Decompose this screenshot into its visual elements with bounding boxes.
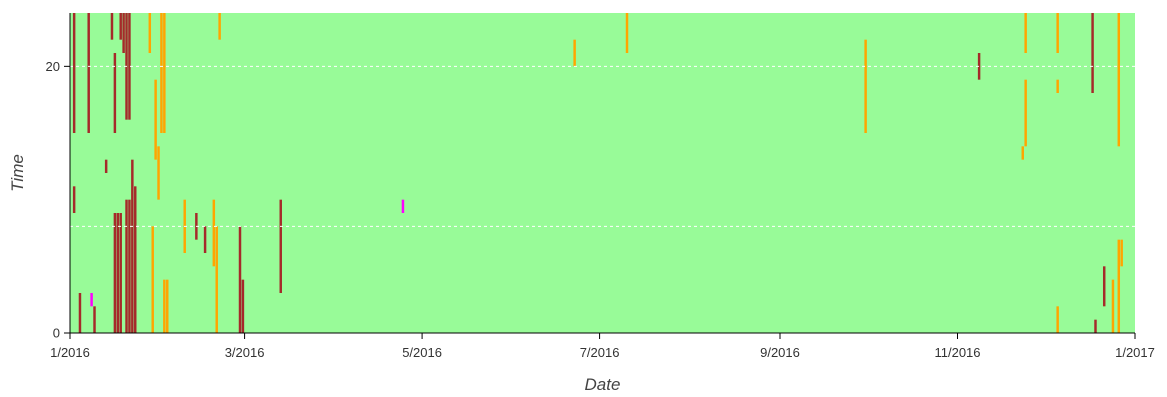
heatmap-cell-error (93, 306, 96, 333)
heatmap-cell-error (78, 293, 82, 333)
heatmap-cell-error (1094, 319, 1097, 333)
heatmap-cell-warning (1056, 79, 1059, 93)
y-axis-title: Time (8, 154, 27, 192)
heatmap-cell-error (104, 159, 108, 173)
heatmap-cell-warning (212, 199, 216, 267)
heatmap-cell-error (119, 213, 122, 333)
x-axis-title: Date (585, 375, 621, 394)
x-tick-label: 11/2016 (934, 345, 980, 360)
x-tick-label: 1/2016 (50, 345, 90, 360)
heatmap-cell-error (119, 13, 122, 40)
heatmap-cell-special (401, 199, 405, 213)
heatmap-cell-error (203, 226, 207, 253)
heatmap-cell-warning (218, 13, 221, 40)
heatmap-cell-error (241, 279, 245, 333)
x-axis-ticks: 1/2016 3/2016 5/2016 7/2016 9/2016 11/2016 1/2… (50, 333, 1155, 360)
heatmap-cell-warning (1117, 13, 1121, 147)
x-tick-label: 9/2016 (760, 345, 800, 360)
heatmap-cell-warning (1024, 13, 1027, 53)
heatmap-cell-error (122, 13, 125, 53)
heatmap-cell-warning (1056, 306, 1059, 333)
heatmap-cell-warning (160, 13, 163, 133)
plot-area (70, 13, 1135, 333)
heatmap-cell-warning (215, 226, 218, 333)
heatmap-cell-warning (166, 279, 169, 333)
y-axis-ticks: 0 20 (46, 59, 70, 341)
heatmap-cell-error (72, 186, 76, 213)
x-tick-label: 5/2016 (402, 345, 442, 360)
heatmap-cell-error (128, 199, 131, 333)
heatmap-cell-warning (1111, 279, 1115, 333)
heatmap-cell-error (87, 13, 90, 133)
heatmap-cell-warning (573, 39, 576, 67)
heatmap-cell-error (1102, 266, 1106, 307)
heatmap-cell-warning (1056, 13, 1059, 53)
heatmap-cell-warning (157, 146, 160, 200)
heatmap-cell-error (110, 13, 114, 40)
y-tick-label: 0 (53, 326, 60, 341)
heatmap-cell-warning (1021, 146, 1024, 160)
heatmap-cell-error (134, 186, 137, 333)
y-tick-label: 20 (46, 59, 60, 74)
heatmap-cell-warning (864, 39, 867, 133)
heatmap-background (70, 13, 1135, 333)
heatmap-cell-error (116, 213, 120, 333)
heatmap-cell-warning (1024, 79, 1027, 147)
heatmap-cell-error (128, 13, 131, 120)
heatmap-cell-error (72, 13, 76, 133)
heatmap-cell-warning (148, 13, 152, 53)
heatmap-cell-error (1091, 13, 1094, 93)
heatmap-cell-warning (625, 13, 629, 53)
heatmap-cell-warning (163, 279, 166, 333)
heatmap-cell-error (977, 53, 981, 80)
heatmap-cell-warning (163, 13, 166, 133)
heatmap-cell-warning (154, 79, 157, 160)
heatmap-cell-error (125, 199, 128, 333)
heatmap-cell-error (113, 213, 117, 333)
heatmap-cell-error (279, 199, 282, 293)
heatmap-cell-error (113, 53, 117, 133)
x-tick-label: 1/2017 (1115, 345, 1155, 360)
heatmap-cell-special (90, 293, 93, 307)
heatmap-cell-warning (1120, 239, 1123, 267)
heatmap-cell-warning (151, 226, 154, 333)
x-tick-label: 3/2016 (225, 345, 265, 360)
heatmap-cell-error (238, 226, 242, 333)
heatmap-cell-warning (1117, 239, 1121, 333)
x-tick-label: 7/2016 (580, 345, 620, 360)
heatmap-cell-error (131, 159, 134, 333)
